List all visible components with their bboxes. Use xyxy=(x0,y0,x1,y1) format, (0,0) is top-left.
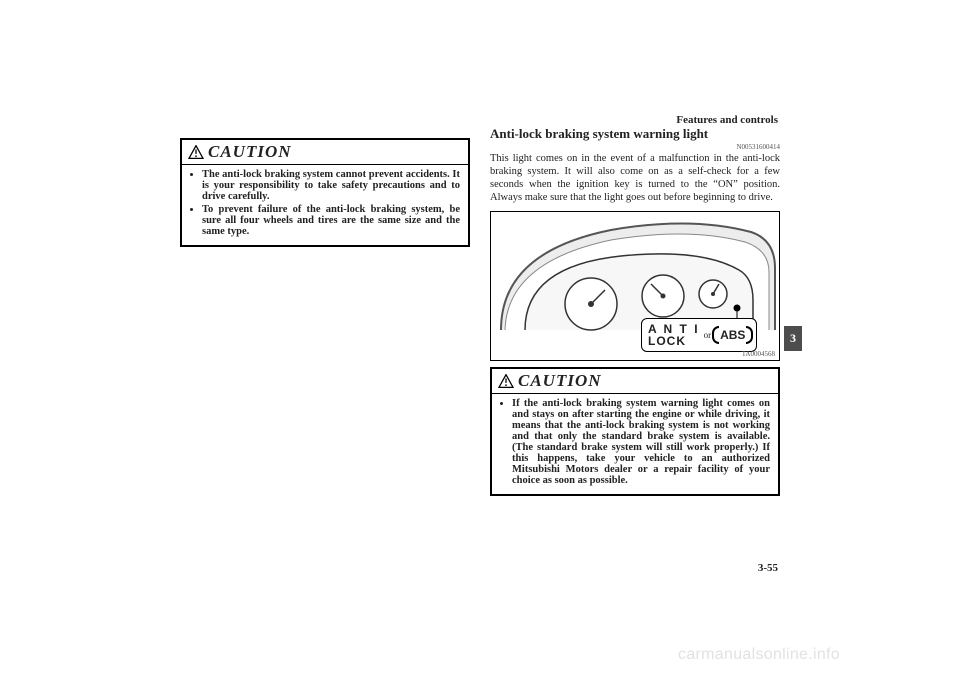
caution-box-left: CAUTION The anti-lock braking system can… xyxy=(180,138,470,247)
caution-title: CAUTION xyxy=(518,371,602,391)
caution-title: CAUTION xyxy=(208,142,292,162)
figure-instrument-cluster: A N T I LOCK or ABS TA0004568 xyxy=(490,211,780,361)
watermark: carmanualsonline.info xyxy=(678,646,840,664)
figure-caption: TA0004568 xyxy=(742,350,775,358)
or-text: or xyxy=(704,330,712,340)
doc-id: N00531600414 xyxy=(490,143,780,151)
chapter-tab: 3 xyxy=(784,326,802,351)
caution-body: If the anti-lock braking system warning … xyxy=(492,393,778,494)
caution-bullet: To prevent failure of the anti-lock brak… xyxy=(202,204,460,237)
section-heading: Anti-lock braking system warning light xyxy=(490,126,780,142)
caution-bullet: The anti-lock braking system cannot prev… xyxy=(202,169,460,202)
caution-body: The anti-lock braking system cannot prev… xyxy=(182,164,468,245)
right-column: Anti-lock braking system warning light N… xyxy=(490,126,780,496)
caution-bullet: If the anti-lock braking system warning … xyxy=(512,398,770,486)
antilock-label: A N T I LOCK xyxy=(648,323,700,347)
section-header: Features and controls xyxy=(676,114,778,126)
page-number: 3-55 xyxy=(758,562,778,574)
caution-box-right: CAUTION If the anti-lock braking system … xyxy=(490,367,780,496)
indicator-label-box: A N T I LOCK or ABS xyxy=(641,318,757,352)
caution-title-row: CAUTION xyxy=(492,369,778,391)
abs-badge: ABS xyxy=(715,328,750,342)
lock-text: LOCK xyxy=(648,335,700,347)
left-column: CAUTION The anti-lock braking system can… xyxy=(180,138,470,247)
manual-page: Features and controls CAUTION The anti-l… xyxy=(0,0,960,678)
warning-triangle-icon xyxy=(498,374,514,388)
warning-triangle-icon xyxy=(188,145,204,159)
anti-text: A N T I xyxy=(648,323,700,335)
caution-title-row: CAUTION xyxy=(182,140,468,162)
body-paragraph: This light comes on in the event of a ma… xyxy=(490,152,780,205)
